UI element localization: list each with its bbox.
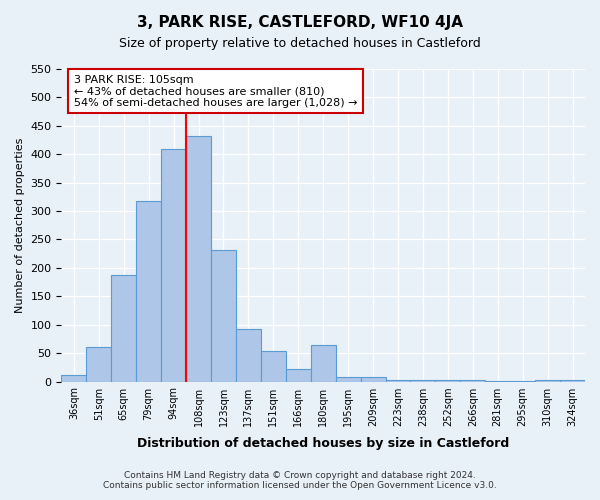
Bar: [236, 328, 261, 382]
Bar: [535, 380, 560, 382]
Bar: [111, 276, 136, 382]
Bar: [361, 377, 386, 382]
Bar: [286, 369, 311, 382]
Bar: [485, 381, 510, 382]
Bar: [86, 348, 111, 382]
Bar: [386, 380, 410, 382]
Bar: [560, 380, 585, 382]
Bar: [261, 352, 286, 382]
Bar: [311, 344, 335, 382]
Text: Contains HM Land Registry data © Crown copyright and database right 2024.
Contai: Contains HM Land Registry data © Crown c…: [103, 470, 497, 490]
Text: Size of property relative to detached houses in Castleford: Size of property relative to detached ho…: [119, 38, 481, 51]
Bar: [460, 380, 485, 382]
Bar: [61, 374, 86, 382]
Text: 3 PARK RISE: 105sqm
← 43% of detached houses are smaller (810)
54% of semi-detac: 3 PARK RISE: 105sqm ← 43% of detached ho…: [74, 74, 358, 108]
Bar: [136, 202, 161, 382]
Bar: [410, 380, 436, 382]
Bar: [335, 377, 361, 382]
Bar: [161, 148, 186, 382]
Bar: [436, 380, 460, 382]
Bar: [211, 250, 236, 382]
X-axis label: Distribution of detached houses by size in Castleford: Distribution of detached houses by size …: [137, 437, 509, 450]
Y-axis label: Number of detached properties: Number of detached properties: [15, 138, 25, 313]
Bar: [186, 136, 211, 382]
Text: 3, PARK RISE, CASTLEFORD, WF10 4JA: 3, PARK RISE, CASTLEFORD, WF10 4JA: [137, 15, 463, 30]
Bar: [510, 381, 535, 382]
